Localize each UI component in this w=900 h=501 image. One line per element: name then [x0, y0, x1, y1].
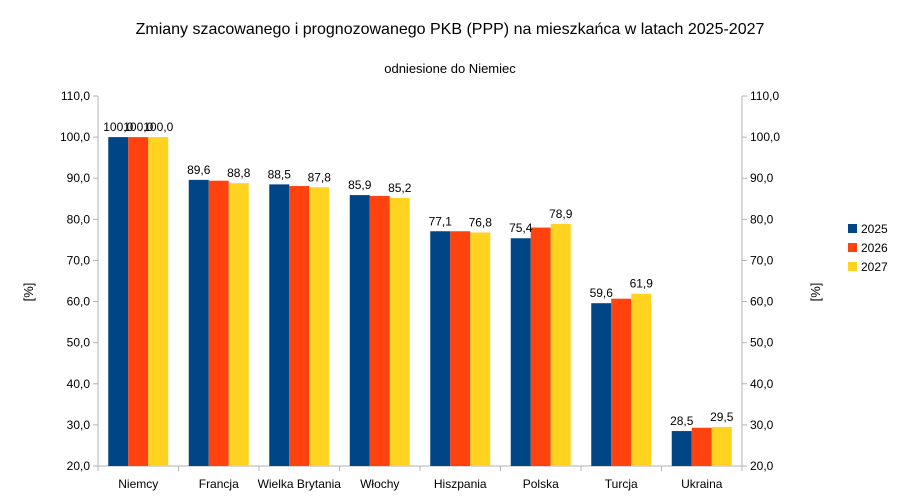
data-label: 75,4 [509, 221, 533, 235]
bar-2026 [369, 195, 390, 466]
y-tick-label-left: 80,0 [67, 212, 91, 226]
data-label: 100,0 [123, 120, 153, 134]
bar-2026 [450, 231, 471, 466]
x-tick-label: Francja [199, 477, 239, 491]
bar-2025 [108, 137, 129, 466]
data-label: 78,9 [549, 207, 573, 221]
data-label: 100,0 [103, 120, 133, 134]
x-tick-label: Hiszpania [434, 477, 487, 491]
y-tick-label-left: 60,0 [67, 295, 91, 309]
y-tick-label-left: 100,0 [60, 130, 90, 144]
bar-2025 [269, 184, 290, 466]
data-label: 77,1 [429, 214, 453, 228]
y-tick-label-left: 50,0 [67, 336, 91, 350]
bar-2027 [309, 187, 330, 466]
y-tick-label-right: 20,0 [750, 459, 774, 473]
chart-subtitle: odniesione do Niemiec [384, 61, 516, 76]
bar-2026 [289, 186, 310, 467]
plot-area: 20,0 20,0 30,0 30,0 40,0 40,0 50,0 50,0 60,0 60,0… [60, 89, 780, 491]
data-label: 88,5 [268, 167, 292, 181]
data-label: 85,9 [348, 178, 372, 192]
y-tick-label-right: 90,0 [750, 171, 774, 185]
bar-2026 [128, 137, 149, 466]
bar-2027 [470, 232, 491, 466]
bar-2025 [510, 238, 531, 466]
bar-2025 [349, 195, 370, 467]
data-label: 87,8 [308, 170, 332, 184]
bar-2026 [691, 427, 712, 466]
data-label: 61,9 [630, 277, 654, 291]
y-tick-label-right: 100,0 [750, 130, 780, 144]
bar-2027 [711, 426, 732, 466]
x-tick-label: Turcja [605, 477, 638, 491]
data-label: 59,6 [590, 286, 614, 300]
data-label: 89,6 [187, 163, 211, 177]
bar-2027 [148, 137, 169, 466]
legend-label-2025: 2025 [861, 222, 888, 236]
x-tick-label: Ukraina [681, 477, 723, 491]
chart-title: Zmiany szacowanego i prognozowanego PKB … [136, 21, 765, 38]
y-axis-label-left: [%] [21, 283, 36, 302]
data-label: 88,8 [227, 166, 251, 180]
bar-2027 [228, 183, 249, 466]
bar-2026 [208, 180, 229, 466]
x-tick-label: Włochy [360, 477, 399, 491]
bar-2027 [631, 293, 652, 466]
x-tick-label: Wielka Brytania [258, 477, 342, 491]
y-tick-label-left: 40,0 [67, 377, 91, 391]
y-tick-label-left: 30,0 [67, 418, 91, 432]
bar-2025 [671, 431, 692, 466]
data-label: 100,0 [143, 120, 173, 134]
y-tick-label-left: 70,0 [67, 253, 91, 267]
data-label: 29,5 [710, 410, 734, 424]
y-tick-label-right: 110,0 [750, 89, 779, 103]
x-tick-label: Polska [523, 477, 559, 491]
legend-swatch-2025 [848, 224, 857, 233]
bar-2025 [430, 231, 451, 466]
x-tick-label: Niemcy [118, 477, 158, 491]
legend: 2025 2026 2027 [848, 222, 888, 274]
y-tick-label-left: 90,0 [67, 171, 91, 185]
y-tick-label-right: 70,0 [750, 253, 774, 267]
data-label: 28,5 [670, 414, 694, 428]
bar-2025 [591, 303, 612, 466]
data-label: 85,2 [388, 181, 412, 195]
y-tick-label-right: 80,0 [750, 212, 774, 226]
y-tick-label-left: 110,0 [61, 89, 90, 103]
legend-swatch-2026 [848, 243, 857, 252]
bar-2027 [389, 197, 410, 466]
y-tick-label-right: 40,0 [750, 377, 774, 391]
bar-2027 [550, 223, 571, 466]
legend-swatch-2027 [848, 262, 857, 271]
data-label: 76,8 [469, 215, 493, 229]
bar-2025 [188, 179, 209, 466]
legend-label-2026: 2026 [861, 241, 888, 255]
y-tick-label-right: 50,0 [750, 336, 774, 350]
bar-2026 [530, 227, 551, 466]
y-tick-label-right: 60,0 [750, 295, 774, 309]
y-tick-label-left: 20,0 [67, 459, 91, 473]
y-tick-label-right: 30,0 [750, 418, 774, 432]
legend-label-2027: 2027 [861, 260, 888, 274]
bar-2026 [611, 298, 632, 466]
y-axis-label-right: [%] [808, 283, 823, 302]
